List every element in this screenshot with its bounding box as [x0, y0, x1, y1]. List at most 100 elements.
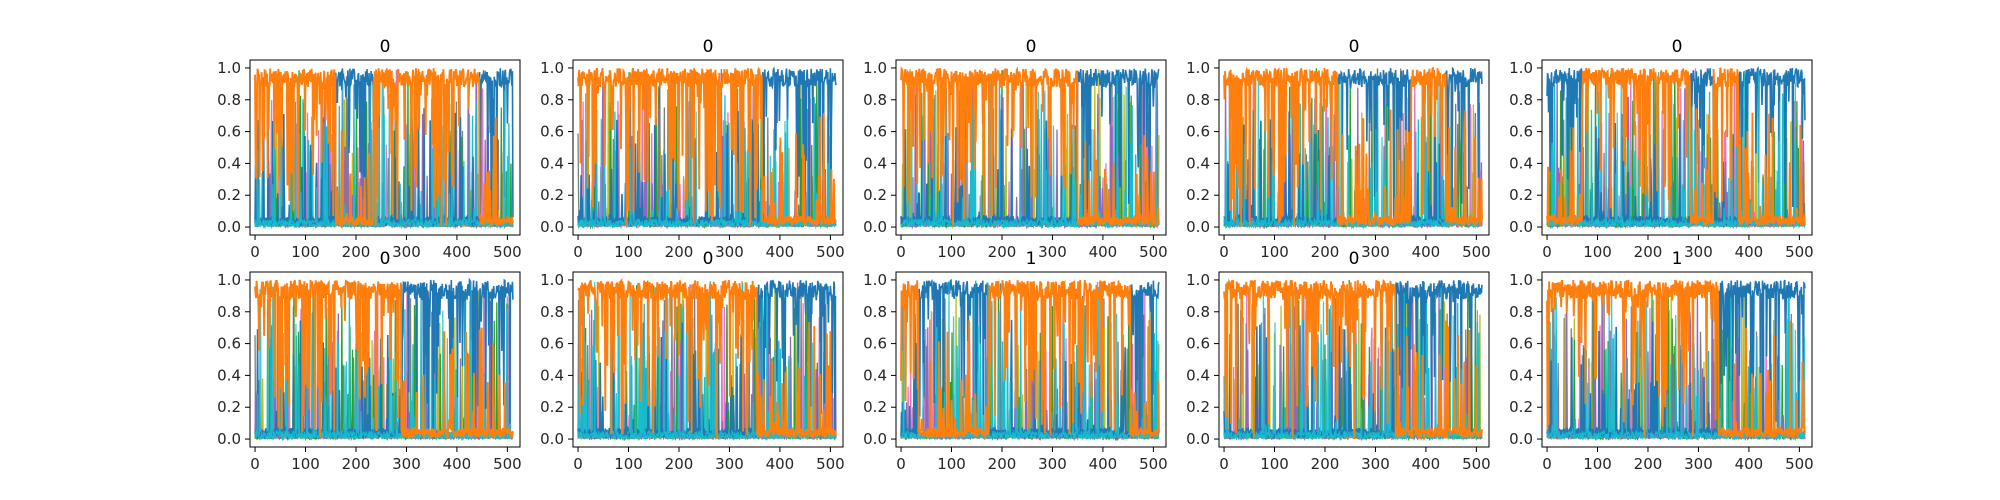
- x-tick-label: 200: [665, 243, 694, 261]
- axes-frame: [895, 271, 1167, 448]
- x-tick-label: 100: [937, 243, 966, 261]
- y-tick-label: 0.4: [863, 154, 887, 172]
- subplot-5: 0 100 200 300 400 500 0.0 0.2 0.4 0.6 0.8 1.0 0: [217, 249, 522, 473]
- y-tick-label: 0.0: [1186, 218, 1210, 236]
- x-tick-label: 300: [392, 243, 421, 261]
- x-tick-label: 300: [1361, 455, 1390, 473]
- series-line-orange: [577, 277, 837, 440]
- axes-frame: [1541, 271, 1813, 448]
- y-tick-label: 0.6: [1509, 335, 1533, 353]
- plot-area: [900, 66, 1160, 230]
- subplot-6: 0 100 200 300 400 500 0.0 0.2 0.4 0.6 0.8 1.0 0: [540, 249, 845, 473]
- x-tick-label: 200: [1634, 455, 1663, 473]
- y-tick-label: 0.2: [217, 398, 241, 416]
- x-tick-label: 400: [1089, 455, 1118, 473]
- y-tick-label: 0.6: [540, 335, 564, 353]
- x-tick-label: 100: [937, 455, 966, 473]
- y-tick-label: 0.6: [863, 123, 887, 141]
- x-tick-label: 400: [443, 455, 472, 473]
- axes-frame: [1218, 271, 1490, 448]
- series-line-cyan-overlay: [254, 70, 514, 230]
- y-tick-label: 0.2: [540, 398, 564, 416]
- y-tick-label: 0.6: [1186, 123, 1210, 141]
- y-tick-label: 0.4: [863, 366, 887, 384]
- plot-area: [254, 68, 514, 230]
- y-tick-label: 0.0: [1509, 218, 1533, 236]
- series-line-orange: [900, 66, 1160, 230]
- x-tick-label: 0: [1542, 243, 1552, 261]
- series-line-orange: [254, 68, 514, 229]
- y-tick-label: 0.8: [540, 91, 564, 109]
- y-tick-label: 0.2: [1509, 398, 1533, 416]
- y-tick-label: 1.0: [540, 271, 564, 289]
- plot-area: [1546, 66, 1806, 230]
- series-line-cyan-overlay: [900, 70, 1160, 230]
- x-tick-label: 500: [816, 243, 845, 261]
- y-tick-label: 1.0: [863, 59, 887, 77]
- y-tick-label: 0.8: [1509, 303, 1533, 321]
- subplot-title: 0: [380, 37, 391, 57]
- plot-area: [254, 277, 514, 442]
- x-tick-label: 500: [1785, 243, 1814, 261]
- x-tick-label: 100: [291, 243, 320, 261]
- subplot-title: 0: [703, 37, 714, 57]
- x-tick-label: 300: [1038, 455, 1067, 473]
- x-tick-label: 0: [1542, 455, 1552, 473]
- y-tick-label: 0.4: [540, 154, 564, 172]
- series-line-cyan-overlay: [1546, 70, 1806, 229]
- subplot-8: 0 100 200 300 400 500 0.0 0.2 0.4 0.6 0.8 1.0 0: [1186, 249, 1491, 473]
- axes-frame: [249, 59, 521, 236]
- plot-area: [1546, 279, 1806, 442]
- y-tick-label: 0.8: [1186, 91, 1210, 109]
- y-tick-label: 0.6: [1186, 335, 1210, 353]
- y-tick-label: 0.0: [863, 218, 887, 236]
- y-tick-label: 0.4: [1186, 154, 1210, 172]
- x-tick-label: 200: [342, 243, 371, 261]
- subplot-title: 0: [380, 249, 391, 269]
- y-tick-label: 0.8: [863, 91, 887, 109]
- x-tick-label: 200: [1311, 243, 1340, 261]
- y-tick-label: 0.2: [1509, 186, 1533, 204]
- x-tick-label: 500: [1462, 455, 1491, 473]
- subplot-title: 0: [1672, 37, 1683, 57]
- series-line-orange: [1223, 278, 1483, 441]
- x-tick-label: 0: [573, 243, 583, 261]
- plot-area: [1223, 278, 1483, 442]
- y-tick-label: 1.0: [217, 271, 241, 289]
- y-tick-label: 0.8: [217, 91, 241, 109]
- y-tick-label: 0.2: [1186, 186, 1210, 204]
- y-tick-label: 0.4: [540, 366, 564, 384]
- y-tick-label: 0.6: [540, 123, 564, 141]
- x-tick-label: 400: [766, 455, 795, 473]
- y-tick-label: 0.8: [1509, 91, 1533, 109]
- series-line-orange: [900, 279, 1160, 440]
- subplot-9: 0 100 200 300 400 500 0.0 0.2 0.4 0.6 0.8 1.0 1: [1509, 249, 1814, 473]
- plot-area: [577, 277, 837, 442]
- x-tick-label: 400: [1735, 243, 1764, 261]
- axes-frame: [572, 59, 844, 236]
- y-tick-label: 1.0: [540, 59, 564, 77]
- x-tick-label: 0: [896, 455, 906, 473]
- subplot-title: 0: [703, 249, 714, 269]
- x-tick-label: 100: [291, 455, 320, 473]
- series-line-orange: [577, 66, 837, 228]
- x-tick-label: 500: [493, 243, 522, 261]
- y-tick-label: 1.0: [1509, 59, 1533, 77]
- y-tick-label: 0.0: [1186, 430, 1210, 448]
- subplot-1: 0 100 200 300 400 500 0.0 0.2 0.4 0.6 0.8 1.0 0: [540, 37, 845, 261]
- x-tick-label: 300: [392, 455, 421, 473]
- y-tick-label: 1.0: [1186, 59, 1210, 77]
- x-tick-label: 100: [1583, 243, 1612, 261]
- axes-frame: [895, 59, 1167, 236]
- x-tick-label: 300: [715, 455, 744, 473]
- x-tick-label: 200: [988, 455, 1017, 473]
- subplot-4: 0 100 200 300 400 500 0.0 0.2 0.4 0.6 0.8 1.0 0: [1509, 37, 1814, 261]
- subplot-title: 0: [1349, 249, 1360, 269]
- y-tick-label: 0.2: [540, 186, 564, 204]
- x-tick-label: 0: [573, 455, 583, 473]
- x-tick-label: 100: [614, 243, 643, 261]
- x-tick-label: 300: [1684, 243, 1713, 261]
- subplot-7: 0 100 200 300 400 500 0.0 0.2 0.4 0.6 0.8 1.0 1: [863, 249, 1168, 473]
- x-tick-label: 100: [1583, 455, 1612, 473]
